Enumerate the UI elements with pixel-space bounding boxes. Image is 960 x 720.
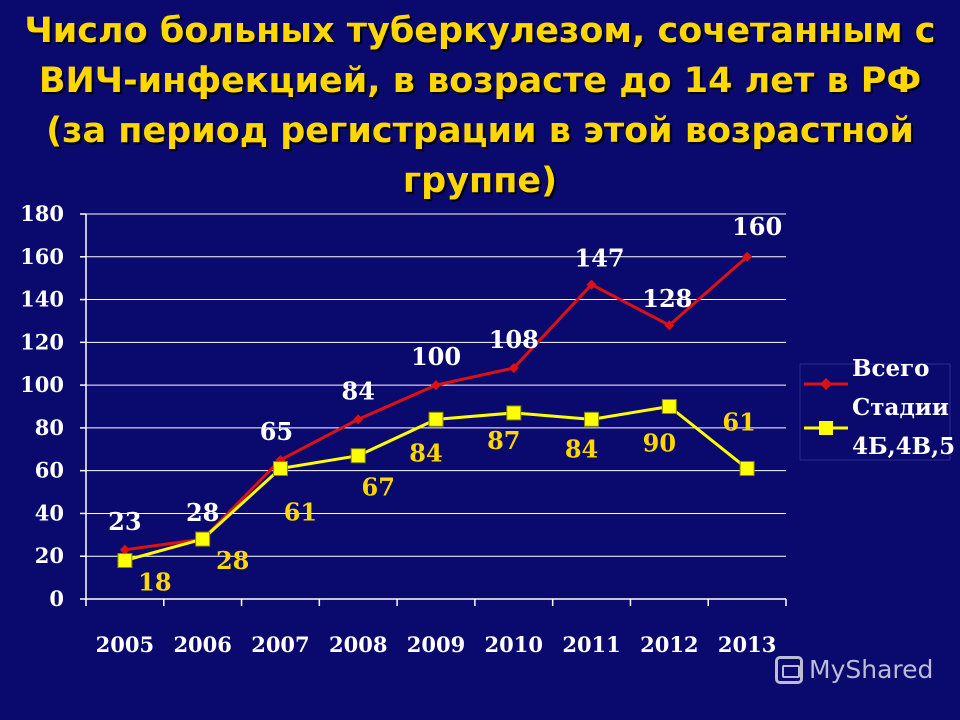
point-stage-2013	[739, 461, 755, 477]
data-label-stage-2011: 84	[565, 434, 598, 463]
y-tick-label-80: 80	[35, 415, 64, 440]
data-label-stage-2006: 28	[216, 546, 249, 575]
series-markers	[117, 251, 755, 568]
data-label-total-2012: 128	[642, 284, 692, 313]
point-stage-2012	[661, 399, 677, 414]
x-tick-label-2012: 2012	[640, 632, 698, 657]
x-tick-label-2009: 2009	[407, 632, 465, 657]
y-axis-ticks: 0 20 40 60 80 100 120 140 160 180	[20, 201, 64, 611]
data-label-total-2011: 147	[575, 244, 625, 273]
x-tick-label-2008: 2008	[329, 632, 387, 657]
point-stage-2008	[350, 448, 366, 464]
point-total-2011	[586, 279, 597, 290]
y-tick-label-60: 60	[35, 458, 64, 483]
x-tick-label-2011: 2011	[562, 632, 620, 657]
legend-stage-label-line2: 4Б,4В,5	[852, 433, 955, 460]
data-label-total-2013: 160	[732, 212, 782, 241]
data-label-stage-2008: 67	[362, 473, 395, 502]
y-tick-label-20: 20	[35, 543, 64, 568]
y-tick-label-40: 40	[35, 500, 64, 525]
y-tick-label-140: 140	[20, 287, 64, 312]
point-stage-2011	[584, 411, 600, 427]
y-tick-label-100: 100	[20, 372, 64, 397]
point-stage-2005	[117, 553, 133, 568]
point-stage-2007	[272, 461, 288, 477]
data-label-total-2008: 84	[342, 376, 375, 405]
point-stage-2009	[428, 411, 444, 427]
legend-stage-marker	[819, 421, 833, 435]
x-axis-ticks: 2005 2006 2007 2008 2009 2010 2011 2012 2013	[96, 632, 777, 657]
x-tick-label-2013: 2013	[718, 632, 776, 657]
data-label-total-2009: 100	[411, 342, 461, 371]
point-stage-2010	[506, 405, 522, 421]
legend: Всего Стадии 4Б,4В,5	[799, 355, 955, 461]
data-label-stage-2005: 18	[138, 568, 171, 597]
y-tick-label-120: 120	[20, 329, 64, 354]
x-tick-label-2005: 2005	[96, 632, 154, 657]
data-label-stage-2007: 61	[284, 498, 317, 527]
x-tick-label-2006: 2006	[173, 632, 231, 657]
x-tick-label-2007: 2007	[251, 632, 309, 657]
point-total-2012	[664, 320, 675, 331]
point-total-2005	[119, 544, 130, 555]
data-label-total-2006: 28	[186, 498, 219, 527]
watermark-text: MyShared	[809, 655, 934, 684]
slide-title: Число больных туберкулезом, сочетанным с…	[24, 11, 936, 201]
point-total-2010	[508, 363, 519, 373]
point-total-2008	[353, 414, 364, 425]
point-total-2009	[431, 380, 441, 391]
data-label-stage-2010: 87	[487, 426, 520, 455]
y-tick-label-180: 180	[20, 201, 64, 226]
myshared-logo-icon	[775, 655, 803, 684]
point-total-2013	[742, 251, 753, 262]
axes	[80, 213, 787, 606]
y-tick-label-160: 160	[20, 244, 64, 269]
legend-total-marker	[820, 378, 832, 390]
x-tick-label-2010: 2010	[485, 632, 543, 657]
data-label-stage-2012: 90	[643, 429, 676, 458]
point-stage-2006	[195, 531, 211, 547]
data-labels: 23 28 65 84 100 108 147 128 160 18 28 61 67 84 87 84 90 6…	[108, 212, 782, 597]
data-label-total-2010: 108	[489, 325, 539, 354]
data-label-total-2007: 65	[260, 417, 293, 446]
data-label-stage-2009: 84	[409, 438, 442, 467]
data-label-total-2005: 23	[108, 507, 141, 536]
watermark: MyShared	[775, 655, 933, 684]
data-label-stage-2013: 61	[722, 408, 755, 437]
y-tick-label-0: 0	[49, 586, 64, 611]
legend-total-label: Всего	[852, 355, 930, 382]
legend-stage-label-line1: Стадии	[852, 394, 949, 421]
